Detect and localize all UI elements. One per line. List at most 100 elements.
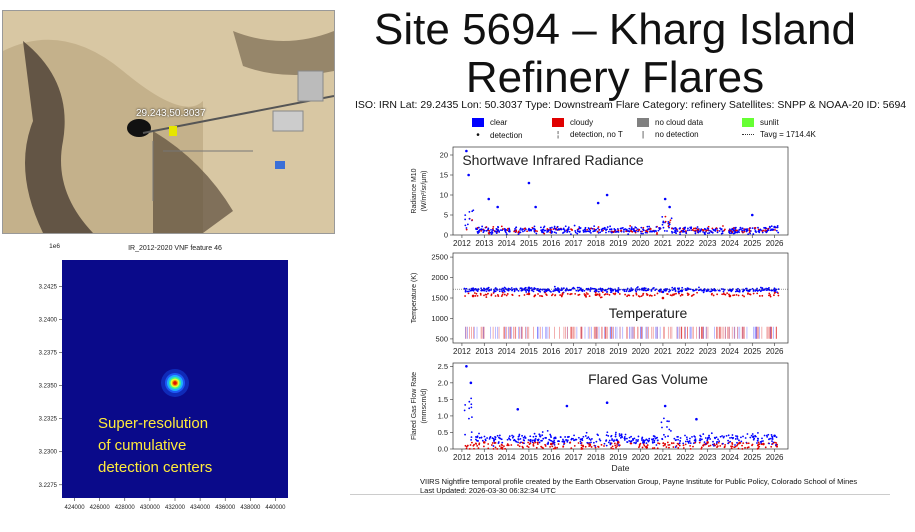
clear-point [557, 288, 560, 291]
cloudy-point [627, 294, 630, 296]
clear-point [767, 229, 770, 232]
clear-point [714, 437, 716, 440]
clear-point [766, 436, 769, 438]
cloudy-point [638, 228, 641, 231]
legend-detection-no-t-label: detection, no T [570, 130, 623, 139]
clear-point [712, 440, 714, 443]
clear-point [598, 438, 601, 441]
clear-point [481, 225, 484, 228]
clear-point [519, 287, 522, 290]
cloudy-point [732, 294, 734, 297]
cloudy-point [700, 447, 703, 450]
clear-point [670, 230, 673, 233]
clear-point [644, 439, 646, 442]
clear-point [646, 225, 649, 228]
footer-line1: VIIRS Nightfire temporal profile created… [420, 477, 858, 486]
clear-point [776, 225, 779, 227]
clear-point [627, 233, 630, 236]
clear-point [583, 289, 586, 292]
xtick-label: 2016 [542, 453, 560, 462]
clear-point [742, 290, 745, 293]
clear-point [709, 290, 711, 293]
clear-point [589, 287, 592, 289]
super-resolution-heatmap: IR_2012-2020 VNF feature 46 1e6 424000 4260… [0, 238, 300, 518]
clear-point [468, 400, 471, 403]
clear-point [727, 434, 730, 437]
xtick-label: 2015 [520, 239, 538, 248]
clear-point [696, 226, 699, 228]
cloudy-point [549, 446, 551, 448]
clear-point [497, 226, 500, 229]
dotted-line-icon [742, 134, 754, 135]
clear-point [674, 446, 677, 448]
y-axis-label: Temperature (K) [411, 273, 418, 324]
clear-point [503, 290, 506, 293]
clear-point [757, 226, 759, 229]
cloudy-point [537, 293, 539, 295]
clear-point [685, 436, 688, 439]
clear-point [507, 287, 510, 290]
clear-point [640, 439, 643, 441]
clear-point [582, 229, 585, 232]
clear-point [759, 229, 761, 232]
cloudy-point [527, 441, 530, 444]
clear-point [636, 286, 638, 289]
clear-point [770, 225, 773, 228]
clear-point [625, 290, 628, 293]
cloudy-point [480, 230, 482, 232]
clear-data-point [487, 197, 491, 201]
clear-point [616, 227, 619, 230]
bar-mark-icon: | [641, 130, 645, 139]
clear-point [579, 227, 582, 229]
clear-point [464, 218, 467, 221]
cloudy-point [534, 441, 537, 444]
clear-point [699, 229, 702, 232]
xtick-label: 2025 [743, 239, 761, 248]
cloudy-point [681, 294, 684, 296]
cloudy-point [643, 444, 646, 447]
clear-point [713, 229, 716, 232]
cloudy-point [712, 294, 715, 297]
clear-point [566, 439, 569, 442]
clear-point [669, 289, 672, 292]
clear-point [656, 439, 659, 442]
clear-point [683, 226, 685, 229]
cloudy-point [649, 228, 652, 230]
clear-point [635, 226, 638, 229]
cloudy-point [528, 443, 531, 446]
cloudy-point [774, 229, 776, 231]
clear-point [553, 439, 556, 442]
clear-point [729, 440, 732, 443]
cloudy-point [732, 227, 735, 230]
clear-point [619, 436, 622, 439]
clear-point [525, 291, 528, 293]
clear-point [513, 438, 516, 441]
clear-point [531, 439, 534, 442]
cloudy-point [532, 442, 535, 445]
cloudy-point [612, 447, 614, 450]
cloudy-point [473, 292, 476, 294]
clear-point [532, 435, 535, 438]
clear-point [607, 441, 610, 444]
ytick-label: 2500 [431, 253, 448, 262]
cloudy-point [748, 229, 751, 232]
clear-point [697, 231, 700, 234]
cloudy-point [668, 221, 671, 224]
clear-point [593, 290, 596, 293]
clear-point [644, 231, 647, 234]
cloudy-point [492, 447, 495, 450]
cloudy-point [773, 294, 775, 297]
cloudy-point [483, 294, 485, 297]
footer-line2: Last Updated: 2026-03-30 06:32:34 UTC [420, 486, 556, 495]
xtick-label: 2024 [721, 347, 739, 356]
clear-point [611, 231, 614, 234]
cloudy-point [586, 293, 589, 295]
clear-point [533, 225, 536, 228]
clear-point [606, 226, 609, 228]
cloudy-point [775, 442, 778, 444]
heatmap-xtick-label: 432000 [165, 505, 186, 511]
clear-point [508, 437, 510, 440]
clear-point [767, 433, 770, 436]
clear-point [673, 288, 676, 290]
legend-tavg: Tavg = 1714.4K [742, 130, 816, 139]
